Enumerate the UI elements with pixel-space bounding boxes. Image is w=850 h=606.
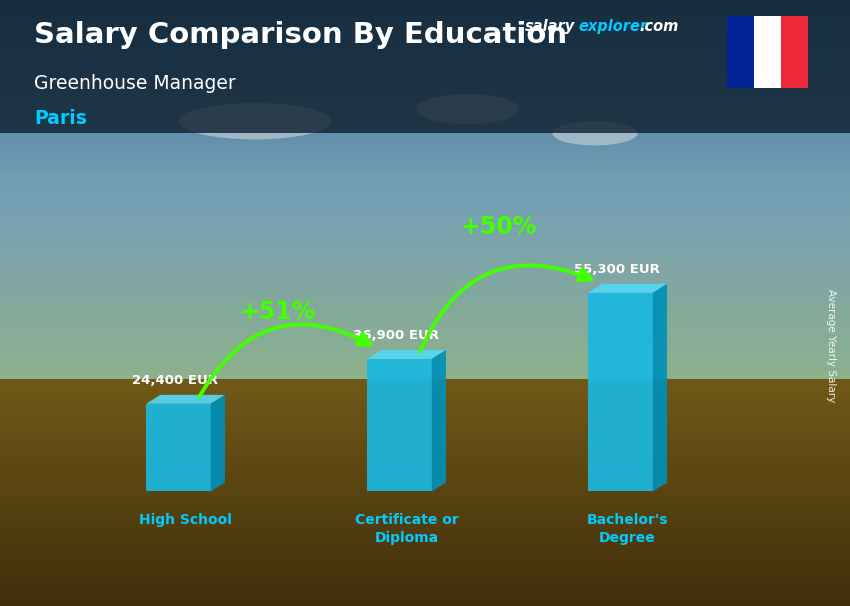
Text: 55,300 EUR: 55,300 EUR [575, 263, 660, 276]
Text: salary: salary [525, 19, 575, 35]
Bar [0, 0, 850, 133]
Text: Greenhouse Manager: Greenhouse Manager [34, 74, 235, 93]
Polygon shape [588, 293, 653, 491]
Bar [780, 16, 808, 88]
Text: 24,400 EUR: 24,400 EUR [133, 374, 218, 387]
Polygon shape [432, 350, 446, 491]
Text: Bachelor's
Degree: Bachelor's Degree [586, 513, 668, 545]
Ellipse shape [178, 103, 332, 139]
Polygon shape [588, 284, 667, 293]
Ellipse shape [552, 121, 638, 145]
Bar [727, 16, 754, 88]
Text: Average Yearly Salary: Average Yearly Salary [826, 289, 836, 402]
Text: +51%: +51% [240, 300, 316, 324]
Polygon shape [367, 350, 446, 359]
Text: .com: .com [639, 19, 678, 35]
Bar [754, 16, 780, 88]
Text: High School: High School [139, 513, 232, 527]
Polygon shape [146, 395, 225, 404]
Polygon shape [367, 359, 432, 491]
Polygon shape [211, 395, 225, 491]
Bar [0, 133, 850, 606]
Ellipse shape [416, 94, 518, 124]
Polygon shape [146, 404, 211, 491]
Text: explorer: explorer [578, 19, 647, 35]
Text: Certificate or
Diploma: Certificate or Diploma [354, 513, 458, 545]
Text: Paris: Paris [34, 109, 87, 128]
Text: Salary Comparison By Education: Salary Comparison By Education [34, 21, 567, 49]
Polygon shape [653, 284, 667, 491]
Text: +50%: +50% [461, 215, 537, 239]
Text: 36,900 EUR: 36,900 EUR [354, 329, 439, 342]
